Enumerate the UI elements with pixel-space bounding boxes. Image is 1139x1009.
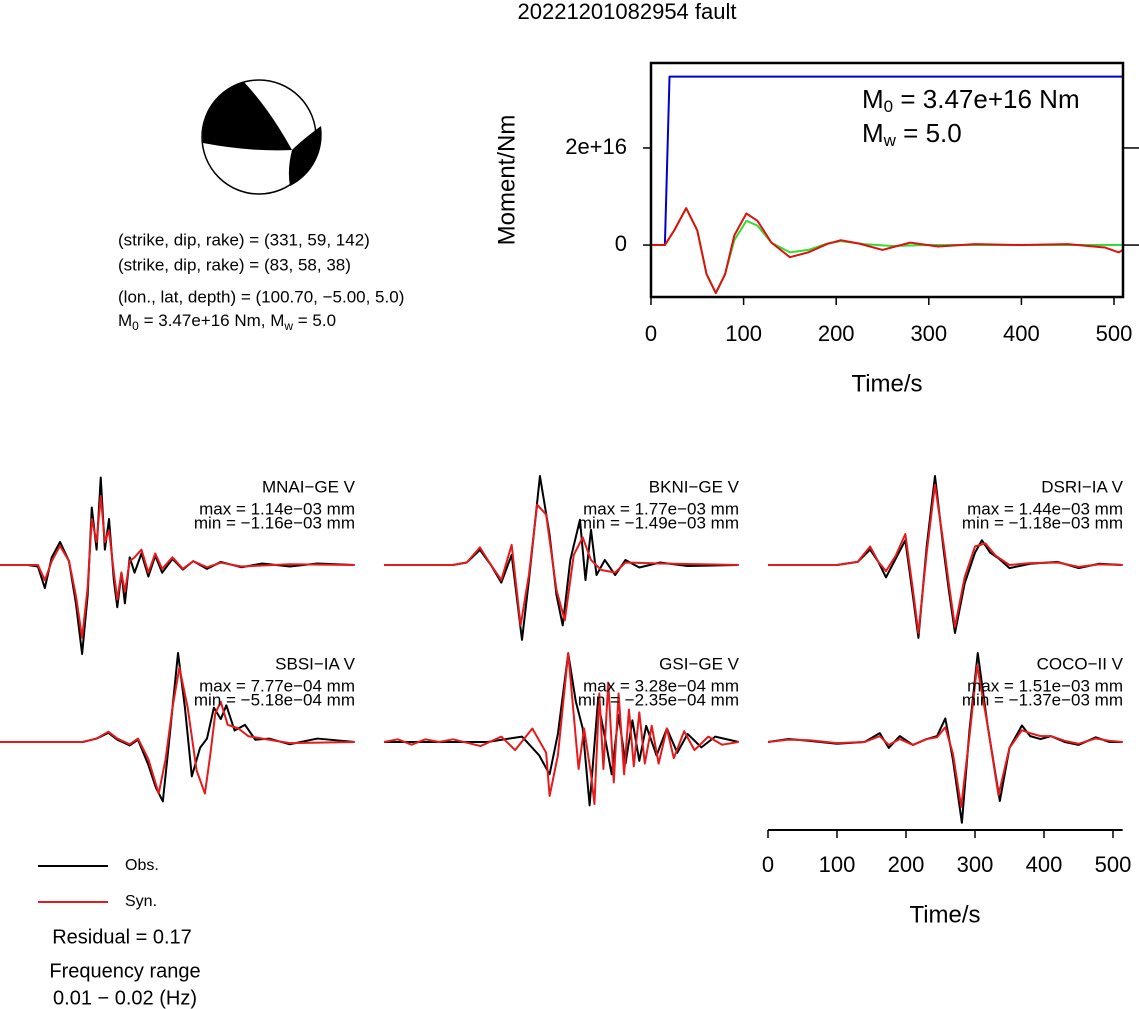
- annotation: Mw = 5.0: [862, 118, 962, 151]
- residual: Residual = 0.17: [52, 926, 192, 948]
- x-tick-label: 400: [1003, 321, 1040, 346]
- x-tick-label: 300: [957, 852, 994, 877]
- min-label: min = −2.35e−04 mm: [578, 690, 739, 709]
- mechanism-text: M0 = 3.47e+16 Nm, Mw = 5.0: [118, 311, 336, 333]
- text-part: = 5.0: [896, 118, 962, 148]
- x-tick-label: 300: [910, 321, 947, 346]
- min-label: min = −1.18e−03 mm: [962, 513, 1123, 532]
- station-label: COCO−II V: [1037, 654, 1124, 673]
- station-label: SBSI−IA V: [275, 654, 356, 673]
- x-axis-label: Time/s: [909, 901, 980, 928]
- x-tick-label: 100: [725, 321, 762, 346]
- y-tick-label: 2e+16: [565, 134, 627, 159]
- min-label: min = −1.37e−03 mm: [962, 690, 1123, 709]
- x-tick-label: 0: [762, 852, 774, 877]
- data-line: [384, 652, 739, 807]
- text-part: = 3.47e+16 Nm, M: [139, 311, 285, 330]
- min-label: min = −5.18e−04 mm: [194, 690, 355, 709]
- max-label: max = 3.28e−04 mm: [583, 676, 739, 695]
- text-part: M: [118, 311, 132, 330]
- x-tick-label: 500: [1095, 852, 1132, 877]
- mechanism-text: (lon., lat, depth) = (100.70, −5.00, 5.0…: [118, 287, 404, 306]
- beachball-quadrant: [288, 126, 322, 186]
- subscript: 0: [132, 319, 139, 333]
- data-line: [383, 652, 739, 806]
- x-tick-label: 0: [645, 321, 657, 346]
- data-line: [384, 503, 739, 627]
- data-line: [768, 483, 1123, 634]
- text-part: = 3.47e+16 Nm: [893, 84, 1079, 114]
- beachball-quadrant: [202, 82, 292, 151]
- x-axis-label: Time/s: [851, 370, 922, 397]
- station-label: MNAI−GE V: [262, 477, 356, 496]
- legend-label: Syn.: [125, 893, 157, 910]
- max-label: max = 7.77e−04 mm: [199, 676, 355, 695]
- annotation: M0 = 3.47e+16 Nm: [862, 84, 1080, 117]
- max-label: max = 1.77e−03 mm: [583, 499, 739, 518]
- data-line: [0, 494, 355, 639]
- station-label: BKNI−GE V: [649, 477, 740, 496]
- text-part: = 5.0: [293, 311, 336, 330]
- data-line: [0, 666, 355, 795]
- legend-label: Obs.: [125, 857, 159, 874]
- plot-frame: [649, 61, 1125, 299]
- y-axis-label: Moment/Nm: [493, 115, 520, 246]
- min-label: min = −1.49e−03 mm: [578, 513, 739, 532]
- max-label: max = 1.44e−03 mm: [967, 499, 1123, 518]
- figure-title: 20221201082954 fault: [518, 0, 737, 24]
- mechanism-text: (strike, dip, rake) = (331, 59, 142): [118, 230, 370, 249]
- beachball: [201, 79, 322, 195]
- x-tick-label: 400: [1026, 852, 1063, 877]
- data-line: [767, 664, 1123, 808]
- x-tick-label: 200: [818, 321, 855, 346]
- frequency-range: 0.01 − 0.02 (Hz): [53, 987, 197, 1009]
- x-tick-label: 100: [819, 852, 856, 877]
- y-tick-label: 0: [615, 231, 627, 256]
- subscript: w: [883, 131, 897, 150]
- mechanism-text: (strike, dip, rake) = (83, 58, 38): [118, 255, 351, 274]
- text-part: M: [862, 84, 884, 114]
- x-tick-label: 200: [888, 852, 925, 877]
- x-tick-label: 500: [1096, 321, 1133, 346]
- station-label: DSRI−IA V: [1041, 477, 1123, 496]
- text-part: M: [862, 118, 884, 148]
- max-label: max = 1.51e−03 mm: [967, 676, 1123, 695]
- subscript: w: [283, 319, 293, 333]
- data-line: [651, 207, 1124, 295]
- frequency-label: Frequency range: [49, 960, 200, 982]
- subscript: 0: [884, 97, 893, 116]
- station-label: GSI−GE V: [659, 654, 739, 673]
- max-label: max = 1.14e−03 mm: [199, 499, 355, 518]
- min-label: min = −1.16e−03 mm: [194, 513, 355, 532]
